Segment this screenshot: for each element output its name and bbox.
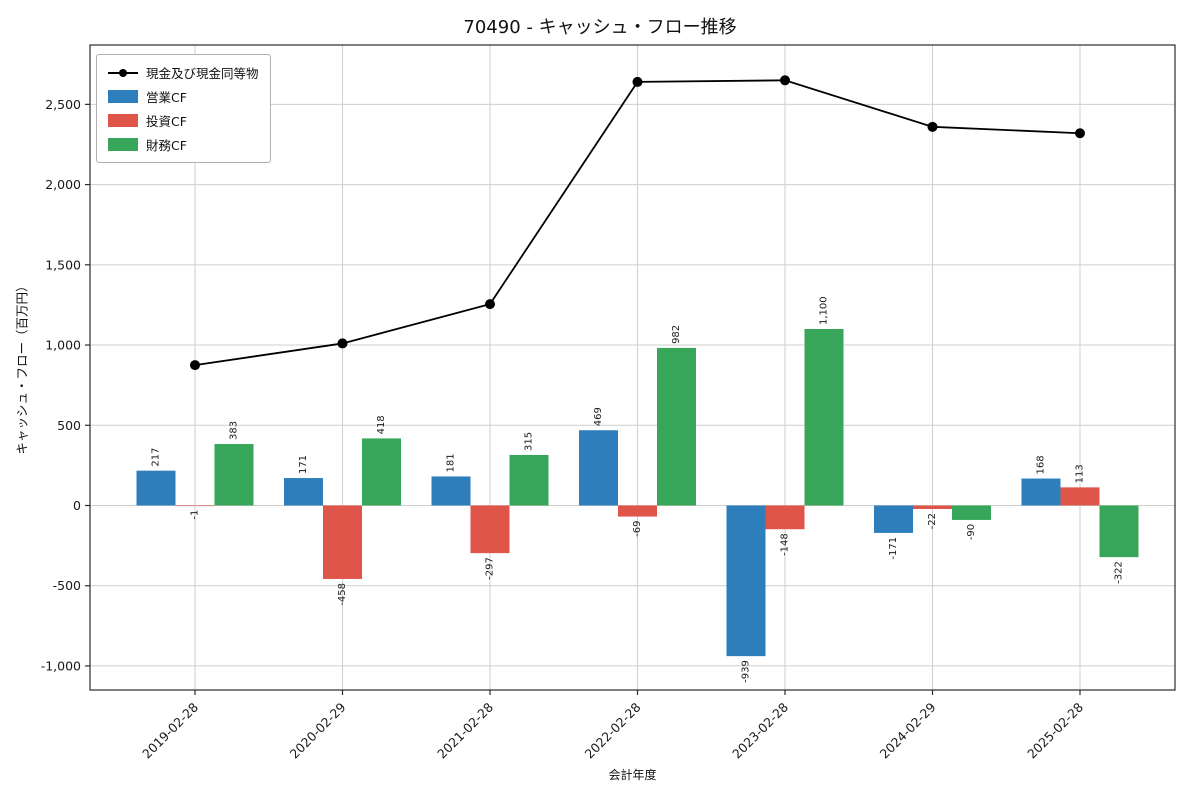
line-marker — [485, 299, 495, 310]
line-marker — [927, 121, 938, 132]
bar-value-label: -148 — [780, 533, 791, 556]
bar-financing-cf-2024-02-29 — [952, 505, 991, 520]
axis-ticks: -1,000 -500 0 500 1,000 1,500 2,000 2,500 2019-0… — [41, 97, 1086, 762]
bar-value-label: -297 — [485, 557, 496, 580]
legend-swatch — [108, 138, 138, 151]
bar-value-label: 315 — [524, 432, 535, 451]
bar-value-label: 383 — [229, 421, 240, 440]
legend-label: 営業CF — [146, 90, 187, 105]
bar-value-label: -69 — [632, 521, 643, 537]
bar-value-label: 982 — [671, 325, 682, 344]
bar-value-label: 168 — [1036, 455, 1047, 474]
bar-value-label: 1,100 — [819, 296, 830, 325]
legend-item-investing-cf: 投資CF — [108, 111, 259, 130]
bar-financing-cf-2020-02-29 — [362, 438, 401, 506]
x-tick-label: 2023-02-28 — [729, 699, 791, 761]
legend-item-cash: 現金及び現金同等物 — [108, 63, 259, 82]
bar-investing-cf-2024-02-29 — [913, 505, 952, 510]
bar-value-label: 181 — [446, 453, 457, 472]
bar-financing-cf-2021-02-28 — [509, 454, 549, 506]
legend-swatch — [108, 114, 138, 127]
y-tick-label: 1,500 — [45, 257, 81, 272]
y-tick-label: 1,000 — [45, 338, 81, 353]
bar-value-label: 113 — [1075, 464, 1086, 483]
legend-label: 財務CF — [146, 138, 187, 153]
bar-investing-cf-2023-02-28 — [765, 505, 805, 530]
plot-border — [89, 44, 1176, 691]
x-tick-label: 2021-02-28 — [434, 699, 496, 761]
bar-investing-cf-2025-02-28 — [1060, 487, 1100, 506]
bar-value-label: -171 — [888, 537, 899, 560]
bar-operating-cf-2020-02-29 — [284, 478, 323, 506]
bar-value-label: -1 — [190, 510, 201, 520]
bar-operating-cf-2025-02-28 — [1021, 478, 1061, 506]
bar-value-label: -458 — [337, 583, 348, 606]
y-tick-label: 2,000 — [45, 177, 81, 192]
bar-labels: 217 171 181 469 -939 -171 168 -1 -458 -297 -69 -148… — [151, 296, 1125, 682]
x-tick-label: 2019-02-28 — [139, 699, 201, 761]
x-axis-label: 会計年度 — [608, 768, 657, 782]
legend-swatch — [108, 90, 138, 103]
bar-financing-cf-2022-02-28 — [657, 347, 696, 506]
legend-label: 現金及び現金同等物 — [146, 66, 259, 81]
y-tick-label: 0 — [73, 498, 81, 513]
x-tick-label: 2025-02-28 — [1024, 699, 1086, 761]
x-tick-label: 2022-02-28 — [582, 699, 644, 761]
line-marker — [780, 75, 790, 86]
bar-operating-cf-2021-02-28 — [431, 476, 471, 506]
bar-investing-cf-2021-02-28 — [470, 505, 510, 554]
legend-label: 投資CF — [146, 114, 187, 129]
line-marker — [337, 338, 348, 349]
line-marker — [632, 76, 643, 87]
legend-item-financing-cf: 財務CF — [108, 135, 259, 154]
bar-financing-cf-2023-02-28 — [804, 328, 844, 506]
bars — [136, 328, 1139, 657]
grid — [90, 45, 1175, 690]
bar-investing-cf-2020-02-29 — [323, 505, 362, 579]
y-tick-label: 2,500 — [45, 97, 81, 112]
bar-financing-cf-2025-02-28 — [1099, 505, 1139, 558]
y-tick-label: 500 — [57, 418, 81, 433]
bar-value-label: -939 — [741, 660, 752, 683]
chart-title: 70490 - キャッシュ・フロー推移 — [463, 17, 737, 38]
y-tick-label: -1,000 — [41, 658, 81, 673]
bar-value-label: 418 — [376, 415, 387, 434]
y-axis-label: キャッシュ・フロー（百万円） — [14, 279, 30, 455]
bar-value-label: 171 — [298, 455, 309, 474]
bar-investing-cf-2019-02-28 — [175, 505, 215, 507]
bar-value-label: 469 — [593, 407, 604, 426]
bar-operating-cf-2022-02-28 — [579, 430, 618, 506]
legend-line-sample — [108, 68, 138, 77]
line-marker — [190, 360, 200, 371]
bar-value-label: -322 — [1114, 561, 1125, 584]
bar-financing-cf-2019-02-28 — [214, 444, 254, 506]
line-series — [190, 75, 1085, 371]
bar-operating-cf-2019-02-28 — [136, 470, 176, 506]
bar-investing-cf-2022-02-28 — [618, 505, 657, 517]
legend-marker-dot — [119, 68, 127, 77]
bar-operating-cf-2024-02-29 — [874, 505, 913, 533]
bar-value-label: -22 — [927, 513, 938, 529]
bar-operating-cf-2023-02-28 — [726, 505, 766, 657]
y-tick-label: -500 — [53, 578, 81, 593]
line-marker — [1075, 128, 1085, 139]
x-tick-label: 2020-02-29 — [287, 699, 349, 761]
legend: 現金及び現金同等物 営業CF 投資CF 財務CF — [96, 54, 271, 163]
legend-item-operating-cf: 営業CF — [108, 87, 259, 106]
bar-value-label: -90 — [966, 524, 977, 540]
x-tick-label: 2024-02-29 — [877, 699, 939, 761]
bar-value-label: 217 — [151, 448, 162, 467]
